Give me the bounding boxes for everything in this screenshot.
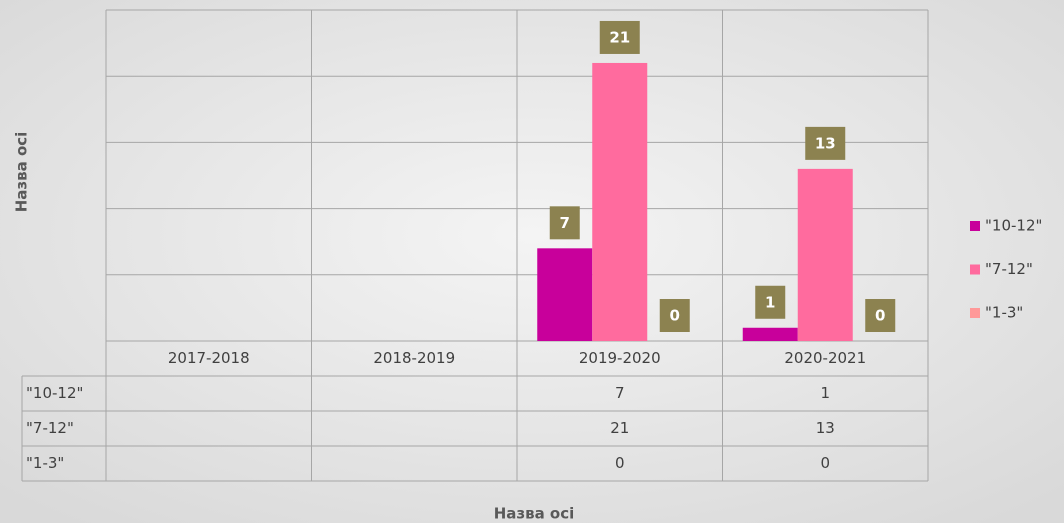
table-row-label: "1-3" [26, 454, 64, 472]
table-cell: 1 [820, 384, 830, 402]
x-axis-title: Назва осі [494, 505, 575, 523]
table-cell: 13 [816, 419, 835, 437]
data-label: 0 [875, 307, 885, 325]
data-label: 13 [815, 134, 836, 152]
table-cell: 0 [615, 454, 625, 472]
legend-label: "10-12" [985, 217, 1042, 235]
table-cell: 7 [615, 384, 625, 402]
table-row-label: "10-12" [26, 384, 83, 402]
legend-swatch [970, 308, 980, 318]
data-label: 21 [609, 28, 630, 46]
data-label-box [549, 206, 580, 240]
bar [742, 327, 798, 341]
x-tick-label: 2019-2020 [579, 349, 661, 367]
data-label-box [805, 126, 846, 160]
table-cell: 21 [610, 419, 629, 437]
data-label-box [865, 299, 896, 332]
legend-swatch [970, 264, 980, 275]
data-label: 0 [670, 307, 680, 325]
bar [537, 248, 593, 341]
table-cell: 0 [820, 454, 830, 472]
data-label-box [755, 285, 786, 319]
bar [797, 168, 853, 341]
table-row-label: "7-12" [26, 419, 74, 437]
data-label: 1 [765, 293, 775, 311]
data-label: 7 [560, 214, 570, 232]
x-tick-label: 2018-2019 [373, 349, 455, 367]
x-tick-label: 2017-2018 [168, 349, 250, 367]
data-label-box [659, 299, 690, 332]
data-label-box [599, 20, 640, 54]
bar [592, 62, 648, 342]
legend-label: "1-3" [985, 304, 1023, 322]
y-axis-title: Назва осі [13, 132, 31, 213]
legend-label: "7-12" [985, 260, 1033, 278]
x-tick-label: 2020-2021 [784, 349, 866, 367]
legend-swatch [970, 221, 980, 231]
